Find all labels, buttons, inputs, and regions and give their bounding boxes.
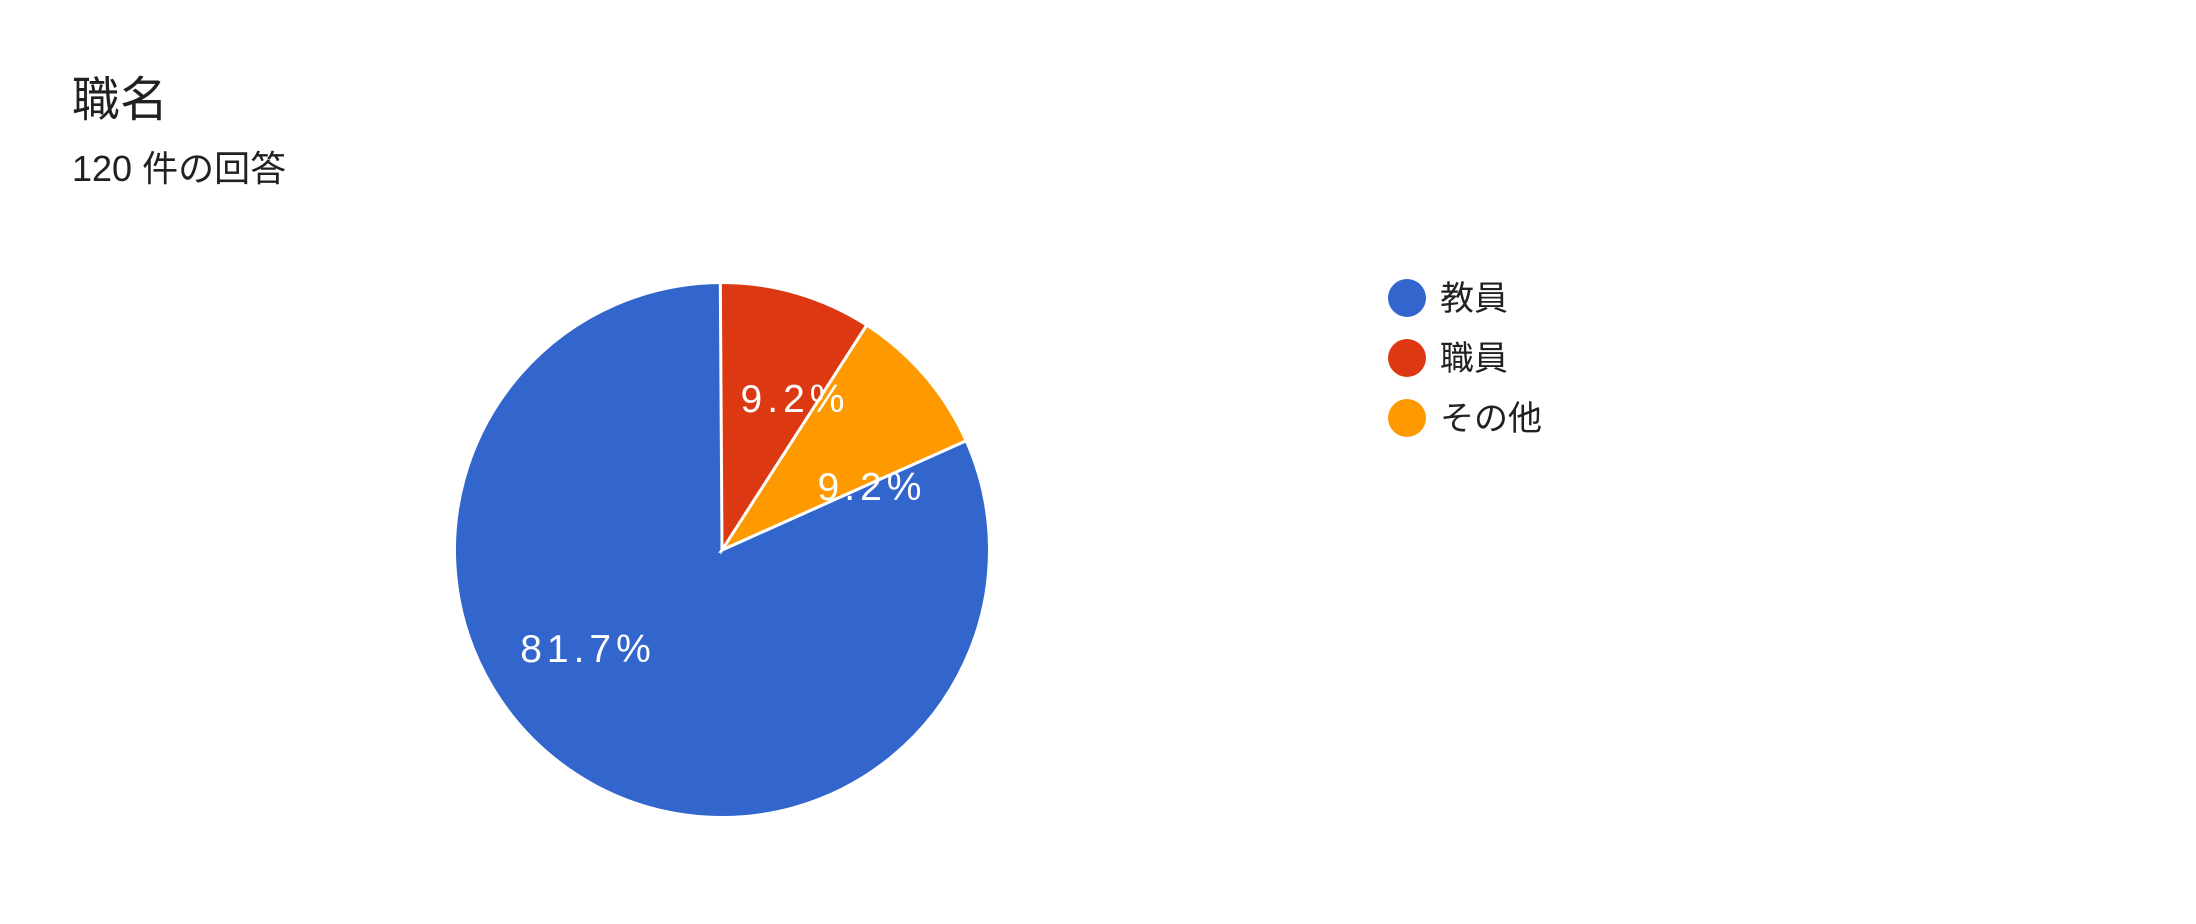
svg-text:教員: 教員 bbox=[1440, 280, 1508, 318]
svg-text:職員: 職員 bbox=[1440, 340, 1508, 378]
svg-text:その他: その他 bbox=[1440, 400, 1542, 438]
svg-text:81.7%: 81.7% bbox=[520, 628, 656, 671]
svg-text:9.2%: 9.2% bbox=[818, 466, 927, 509]
svg-text:9.2%: 9.2% bbox=[741, 378, 850, 421]
